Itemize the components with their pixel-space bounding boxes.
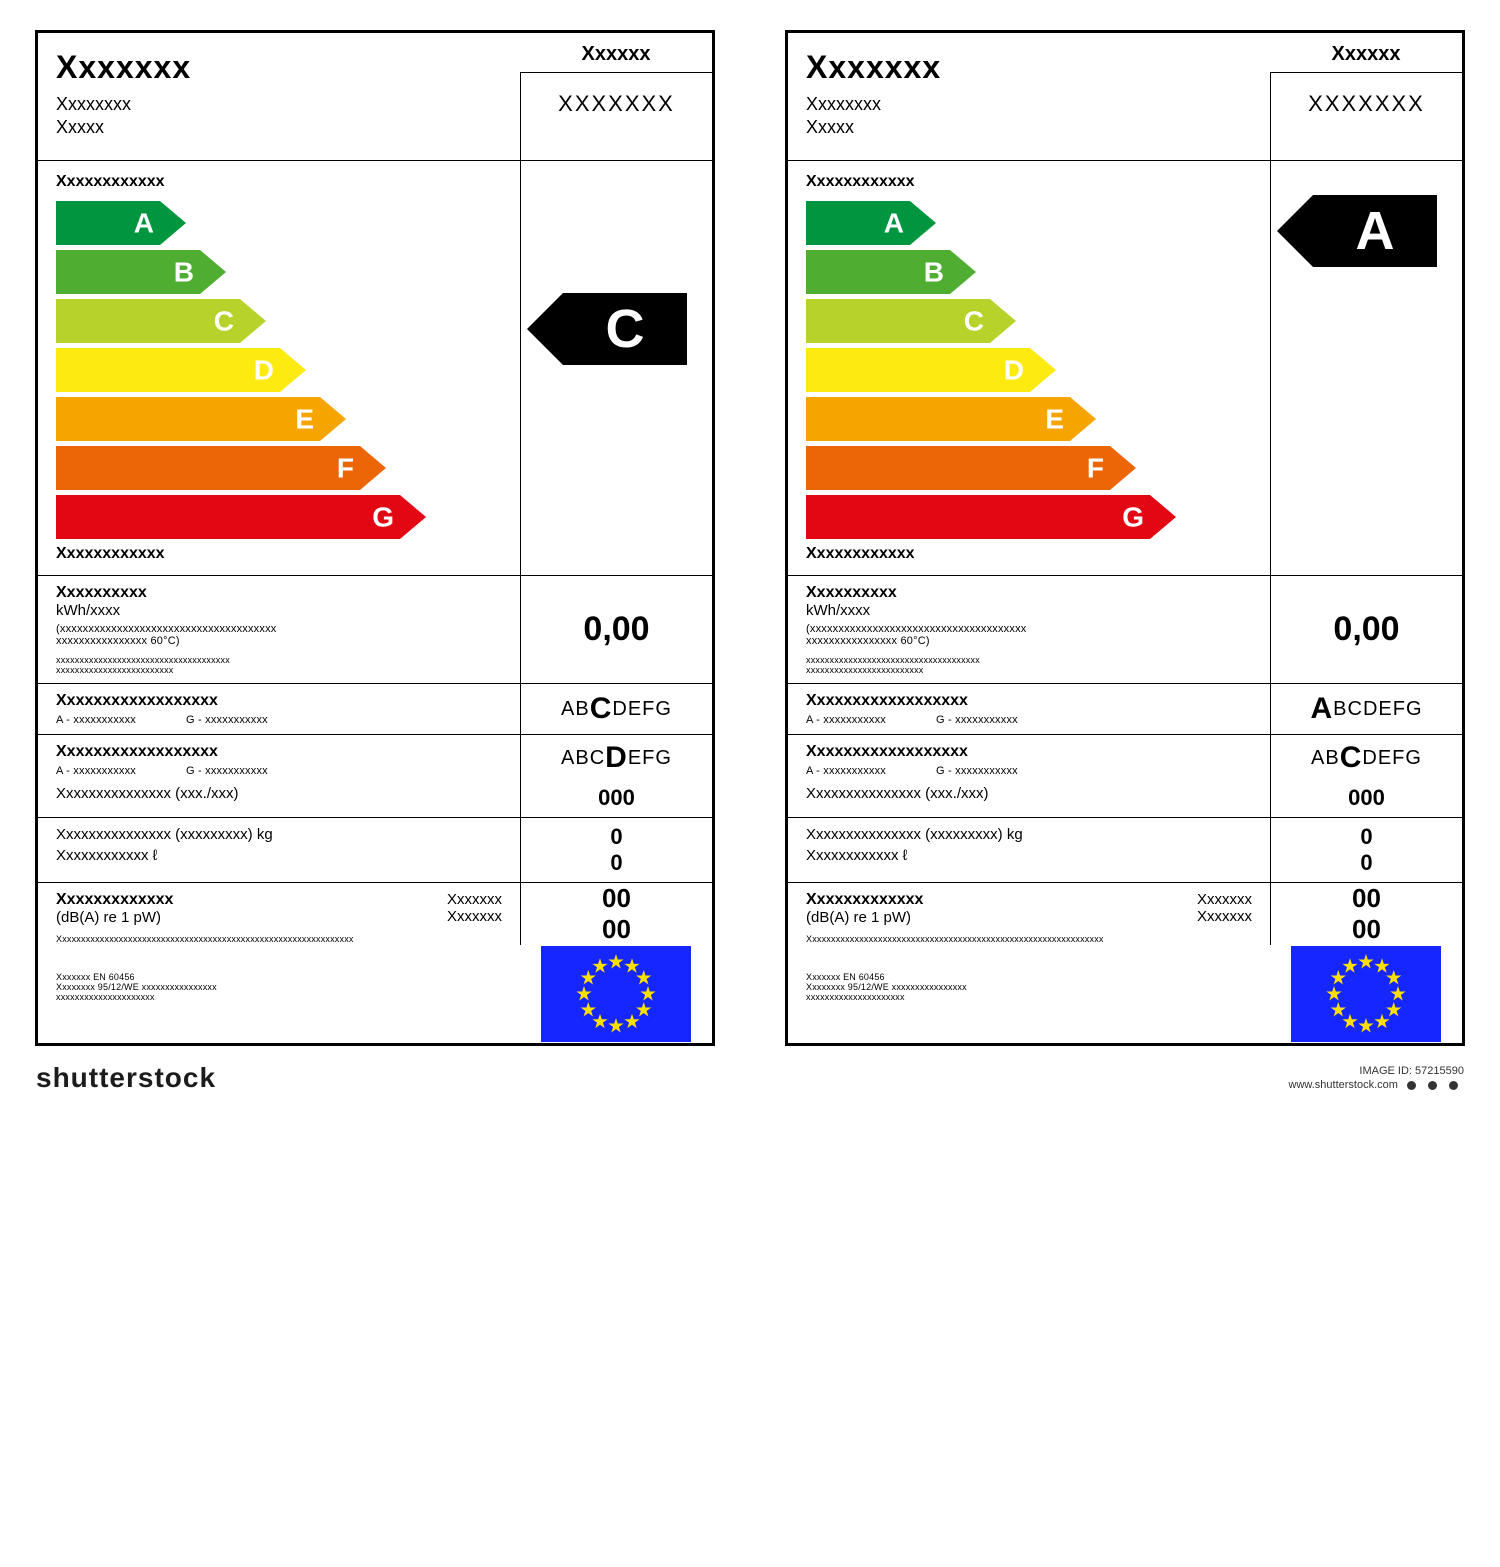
- row-noise: Xxxxxxxxxxxxx (dB(A) re 1 pW) Xxxxxxx Xx…: [38, 883, 712, 1043]
- energy-value: 0,00: [520, 576, 712, 683]
- row-performance-a: Xxxxxxxxxxxxxxxxxx A - xxxxxxxxxxxG - xx…: [788, 684, 1462, 735]
- model-header: Xxxxxx: [1270, 33, 1462, 72]
- row-performance-b: Xxxxxxxxxxxxxxxxxx A - xxxxxxxxxxxG - xx…: [38, 735, 712, 818]
- rating-indicator: C: [527, 293, 687, 370]
- row-energy: Xxxxxxxxxx kWh/xxxx (xxxxxxxxxxxxxxxxxxx…: [38, 576, 712, 684]
- efficiency-bar-E: E: [806, 397, 1270, 441]
- header-line: Xxxxxxxx: [56, 94, 502, 115]
- svg-text:B: B: [174, 257, 194, 288]
- svg-text:A: A: [134, 208, 154, 239]
- header-line: Xxxxxxxx: [806, 94, 1252, 115]
- svg-text:F: F: [337, 453, 354, 484]
- label-header: Xxxxxxx Xxxxxxxx Xxxxx Xxxxxx XXXXXXX: [788, 33, 1462, 161]
- svg-text:G: G: [1122, 502, 1144, 533]
- row-capacity: Xxxxxxxxxxxxxxx (xxxxxxxxx) kg Xxxxxxxxx…: [788, 818, 1462, 883]
- chart-title-bottom: Xxxxxxxxxxxx: [806, 545, 1270, 563]
- capacity-values: 00: [1270, 818, 1462, 882]
- efficiency-bar-F: F: [806, 446, 1270, 490]
- perf-a-value: ABCDEFG: [1270, 684, 1462, 734]
- efficiency-bar-B: B: [806, 250, 1270, 294]
- label-header: Xxxxxxx Xxxxxxxx Xxxxx Xxxxxx XXXXXXX: [38, 33, 712, 161]
- svg-text:E: E: [295, 404, 314, 435]
- model-value: XXXXXXX: [1270, 72, 1462, 160]
- efficiency-bars: A B C D E F G: [56, 201, 520, 539]
- efficiency-bar-A: A: [806, 201, 1270, 245]
- efficiency-bar-G: G: [56, 495, 520, 539]
- model-header: Xxxxxx: [520, 33, 712, 72]
- perf-b-value: ABCDEFG 000: [520, 735, 712, 817]
- efficiency-bar-A: A: [56, 201, 520, 245]
- chart-title-top: Xxxxxxxxxxxx: [56, 173, 520, 191]
- noise-values: 0000: [1270, 883, 1462, 945]
- svg-text:G: G: [372, 502, 394, 533]
- svg-text:D: D: [254, 355, 274, 386]
- header-line: Xxxxx: [56, 117, 502, 138]
- perf-b-value: ABCDEFG 000: [1270, 735, 1462, 817]
- efficiency-chart-section: Xxxxxxxxxxxx A B C D E F G Xxxxxxxxxxxx …: [788, 161, 1462, 576]
- efficiency-bars: A B C D E F G: [806, 201, 1270, 539]
- stock-brand: shutterstock: [36, 1062, 216, 1094]
- row-energy: Xxxxxxxxxx kWh/xxxx (xxxxxxxxxxxxxxxxxxx…: [788, 576, 1462, 684]
- rating-indicator: A: [1277, 195, 1437, 272]
- chart-title-top: Xxxxxxxxxxxx: [806, 173, 1270, 191]
- efficiency-bar-D: D: [806, 348, 1270, 392]
- perf-a-value: ABCDEFG: [520, 684, 712, 734]
- capacity-values: 00: [520, 818, 712, 882]
- svg-text:D: D: [1004, 355, 1024, 386]
- noise-values: 0000: [520, 883, 712, 945]
- chart-title-bottom: Xxxxxxxxxxxx: [56, 545, 520, 563]
- svg-text:C: C: [214, 306, 234, 337]
- svg-text:E: E: [1045, 404, 1064, 435]
- efficiency-bar-E: E: [56, 397, 520, 441]
- energy-value: 0,00: [1270, 576, 1462, 683]
- brand-name: Xxxxxxx: [56, 49, 502, 86]
- svg-text:B: B: [924, 257, 944, 288]
- efficiency-chart-section: Xxxxxxxxxxxx A B C D E F G Xxxxxxxxxxxx …: [38, 161, 712, 576]
- efficiency-bar-C: C: [56, 299, 520, 343]
- energy-label-card: Xxxxxxx Xxxxxxxx Xxxxx Xxxxxx XXXXXXX Xx…: [785, 30, 1465, 1046]
- eu-flag-icon: [1270, 945, 1462, 1043]
- svg-text:A: A: [884, 208, 904, 239]
- stock-meta: IMAGE ID: 57215590 www.shutterstock.com: [1289, 1064, 1464, 1093]
- efficiency-bar-B: B: [56, 250, 520, 294]
- row-capacity: Xxxxxxxxxxxxxxx (xxxxxxxxx) kg Xxxxxxxxx…: [38, 818, 712, 883]
- model-value: XXXXXXX: [520, 72, 712, 160]
- eu-flag-icon: [520, 945, 712, 1043]
- brand-name: Xxxxxxx: [806, 49, 1252, 86]
- stock-footer: shutterstock IMAGE ID: 57215590 www.shut…: [0, 1062, 1500, 1094]
- svg-text:A: A: [1356, 201, 1395, 261]
- efficiency-bar-G: G: [806, 495, 1270, 539]
- efficiency-bar-C: C: [806, 299, 1270, 343]
- energy-label-card: Xxxxxxx Xxxxxxxx Xxxxx Xxxxxx XXXXXXX Xx…: [35, 30, 715, 1046]
- header-line: Xxxxx: [806, 117, 1252, 138]
- efficiency-bar-F: F: [56, 446, 520, 490]
- efficiency-bar-D: D: [56, 348, 520, 392]
- row-performance-a: Xxxxxxxxxxxxxxxxxx A - xxxxxxxxxxxG - xx…: [38, 684, 712, 735]
- row-noise: Xxxxxxxxxxxxx (dB(A) re 1 pW) Xxxxxxx Xx…: [788, 883, 1462, 1043]
- row-performance-b: Xxxxxxxxxxxxxxxxxx A - xxxxxxxxxxxG - xx…: [788, 735, 1462, 818]
- svg-text:F: F: [1087, 453, 1104, 484]
- svg-text:C: C: [964, 306, 984, 337]
- svg-text:C: C: [606, 299, 645, 359]
